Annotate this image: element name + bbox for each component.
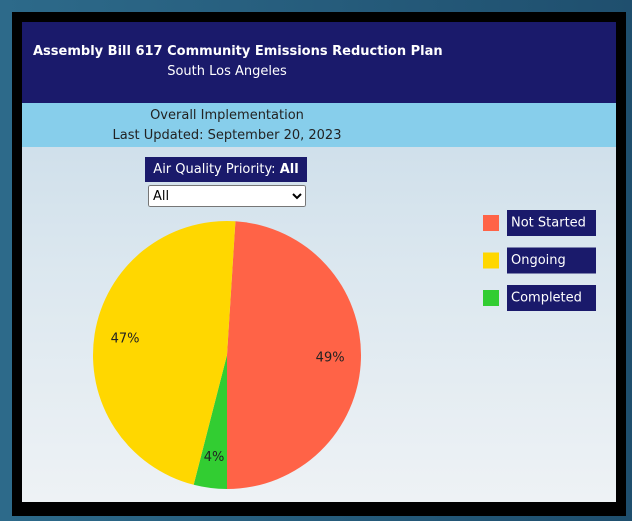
filter-label: Air Quality Priority: All	[145, 157, 307, 182]
section-title: Overall Implementation	[150, 108, 304, 123]
filter-label-text: Air Quality Priority:	[153, 162, 276, 177]
data-label: 4%	[204, 450, 225, 465]
legend-label: Ongoing	[511, 253, 566, 268]
info-band: Overall Implementation Last Updated: Sep…	[22, 103, 616, 147]
header: Assembly Bill 617 Community Emissions Re…	[22, 22, 616, 103]
data-label: 47%	[111, 331, 140, 346]
title: Assembly Bill 617 Community Emissions Re…	[33, 44, 443, 59]
legend-box	[507, 247, 596, 274]
chart: 49% 4% 47% Not Started Ongoing Completed	[93, 210, 596, 490]
pie-slice	[93, 221, 236, 485]
legend-swatch	[483, 252, 499, 269]
legend-box	[507, 210, 596, 236]
legend-label: Completed	[511, 291, 582, 306]
legend-swatch	[483, 290, 499, 306]
panel: Assembly Bill 617 Community Emissions Re…	[12, 12, 626, 516]
filter-select[interactable]: All	[148, 185, 306, 207]
legend-box	[507, 285, 596, 311]
pie-slice	[193, 355, 227, 489]
data-label: 49%	[316, 351, 345, 366]
filter-current: All	[279, 162, 299, 177]
dashboard: Assembly Bill 617 Community Emissions Re…	[22, 22, 616, 502]
pie-slice	[227, 221, 361, 490]
last-updated: Last Updated: September 20, 2023	[112, 128, 342, 143]
legend-label: Not Started	[511, 216, 586, 231]
legend-swatch	[483, 215, 499, 231]
subtitle: South Los Angeles	[167, 64, 287, 79]
